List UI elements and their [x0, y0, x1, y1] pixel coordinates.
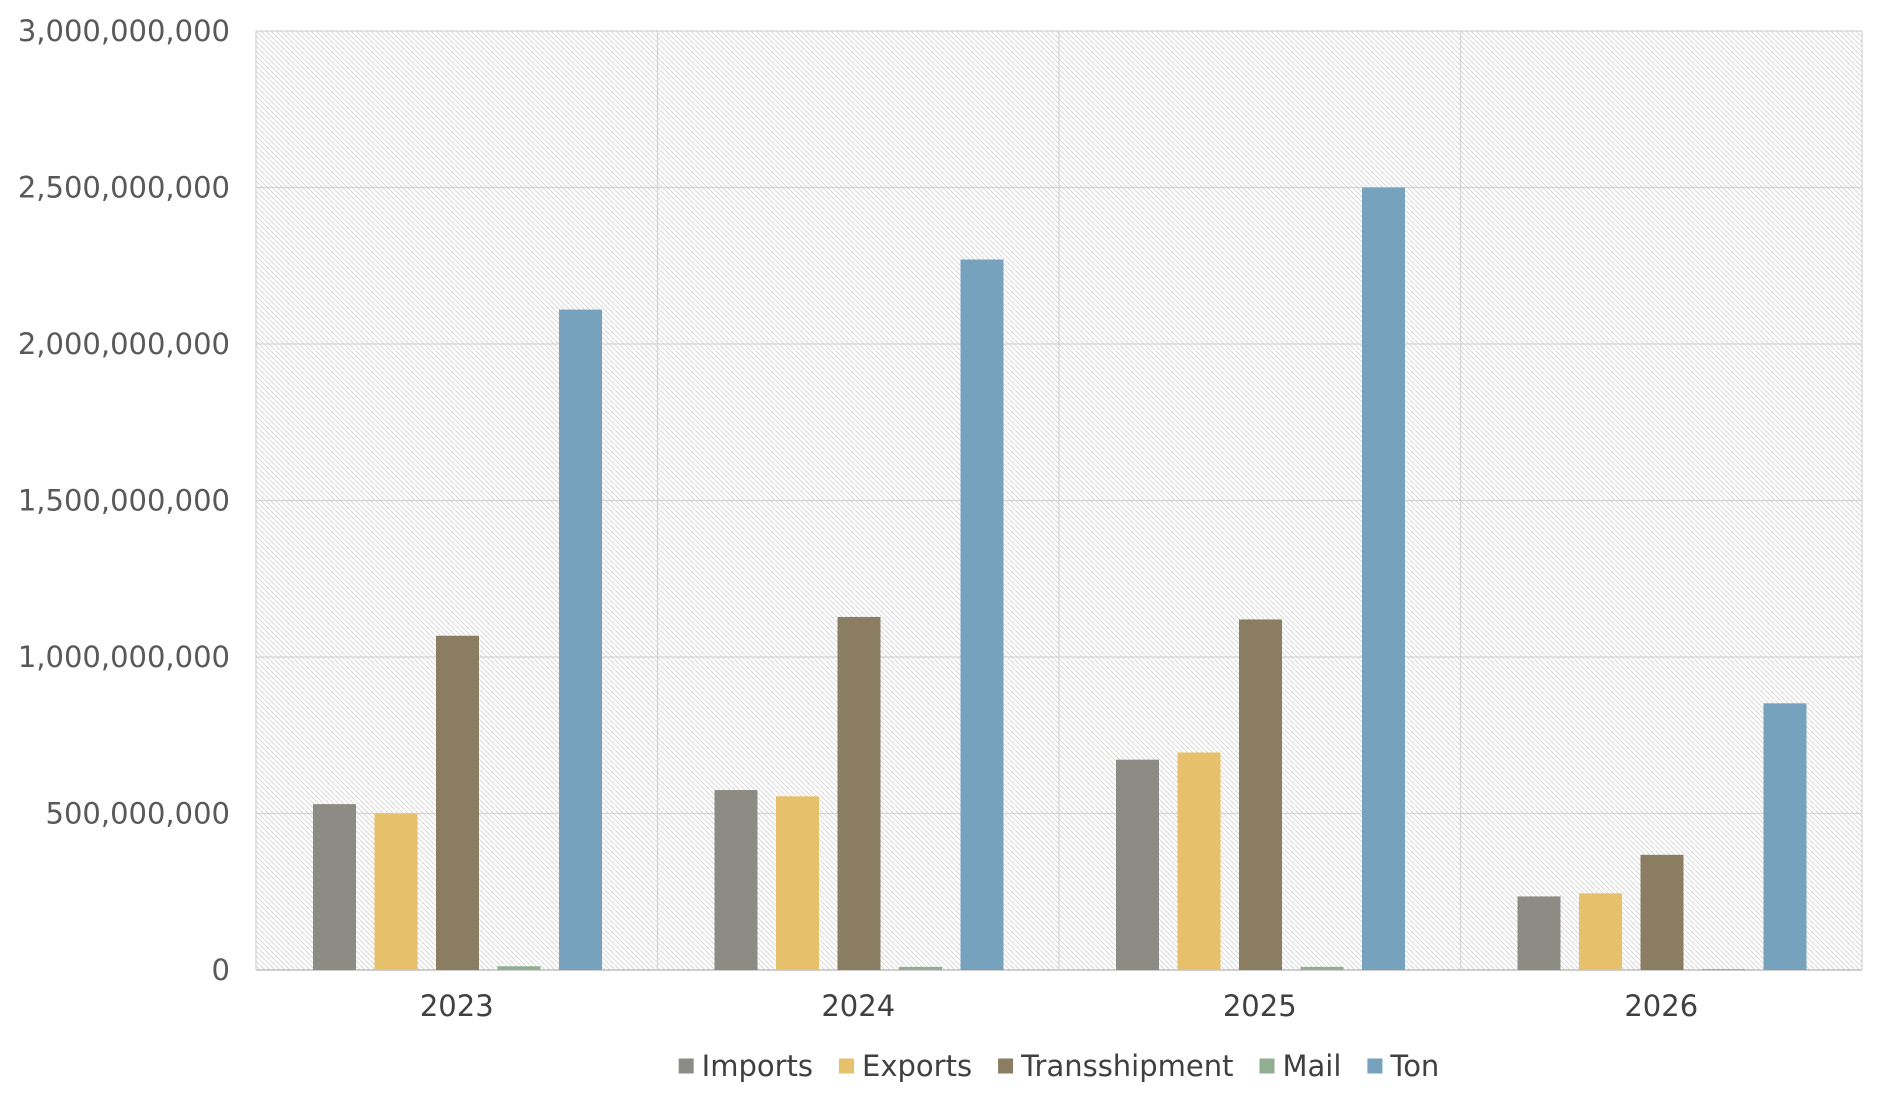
x-tick-label: 2023 — [420, 989, 494, 1023]
bar-imports-2026[interactable] — [1517, 896, 1561, 970]
y-tick-label: 1,500,000,000 — [18, 484, 230, 518]
legend-swatch — [1367, 1058, 1383, 1074]
legend-item-mail[interactable]: Mail — [1259, 1049, 1342, 1083]
legend-item-imports[interactable]: Imports — [678, 1049, 813, 1083]
bar-mail-2025[interactable] — [1300, 966, 1344, 970]
legend-swatch — [998, 1058, 1014, 1074]
legend-item-exports[interactable]: Exports — [839, 1049, 972, 1083]
legend-label: Mail — [1283, 1049, 1342, 1083]
bar-imports-2025[interactable] — [1116, 759, 1159, 970]
bar-ton-2026[interactable] — [1763, 703, 1807, 970]
legend-label: Ton — [1389, 1049, 1439, 1083]
bar-mail-2023[interactable] — [497, 966, 541, 970]
bar-ton-2023[interactable] — [559, 309, 602, 970]
bars — [313, 187, 1807, 971]
bar-exports-2024[interactable] — [776, 796, 819, 970]
bar-mail-2026[interactable] — [1702, 969, 1745, 970]
bar-transshipment-2024[interactable] — [837, 616, 881, 970]
legend-label: Imports — [702, 1049, 813, 1083]
y-tick-label: 500,000,000 — [46, 797, 231, 831]
legend-label: Transshipment — [1020, 1049, 1233, 1083]
axes: 0 500,000,000 1,000,000,000 1,500,000,000 2,… — [18, 14, 1698, 1023]
bar-ton-2025[interactable] — [1362, 187, 1405, 971]
gridlines — [255, 30, 1863, 971]
x-tick-label: 2024 — [821, 989, 895, 1023]
y-tick-label: 3,000,000,000 — [18, 14, 230, 48]
legend-swatch — [678, 1058, 694, 1074]
bar-exports-2023[interactable] — [374, 813, 418, 971]
y-tick-label: 0 — [212, 953, 230, 987]
y-tick-label: 2,500,000,000 — [18, 171, 230, 205]
legend-item-transshipment[interactable]: Transshipment — [998, 1049, 1234, 1083]
bar-exports-2025[interactable] — [1177, 752, 1221, 970]
y-tick-label: 1,000,000,000 — [18, 640, 230, 674]
bar-mail-2024[interactable] — [899, 966, 942, 970]
bar-transshipment-2026[interactable] — [1640, 854, 1684, 970]
bar-transshipment-2023[interactable] — [436, 635, 479, 970]
bar-transshipment-2025[interactable] — [1239, 619, 1282, 970]
bar-exports-2026[interactable] — [1579, 893, 1622, 970]
legend-swatch — [839, 1058, 855, 1074]
x-tick-label: 2025 — [1223, 989, 1297, 1023]
x-tick-label: 2026 — [1624, 989, 1698, 1023]
bar-imports-2023[interactable] — [313, 804, 356, 970]
bar-ton-2024[interactable] — [960, 259, 1004, 970]
legend-swatch — [1259, 1058, 1275, 1074]
y-tick-label: 2,000,000,000 — [18, 327, 230, 361]
legend-item-ton[interactable]: Ton — [1367, 1049, 1439, 1083]
legend-label: Exports — [862, 1049, 972, 1083]
bar-imports-2024[interactable] — [714, 790, 758, 970]
legend[interactable]: Imports Exports Transshipment Mail Ton — [678, 1049, 1440, 1083]
